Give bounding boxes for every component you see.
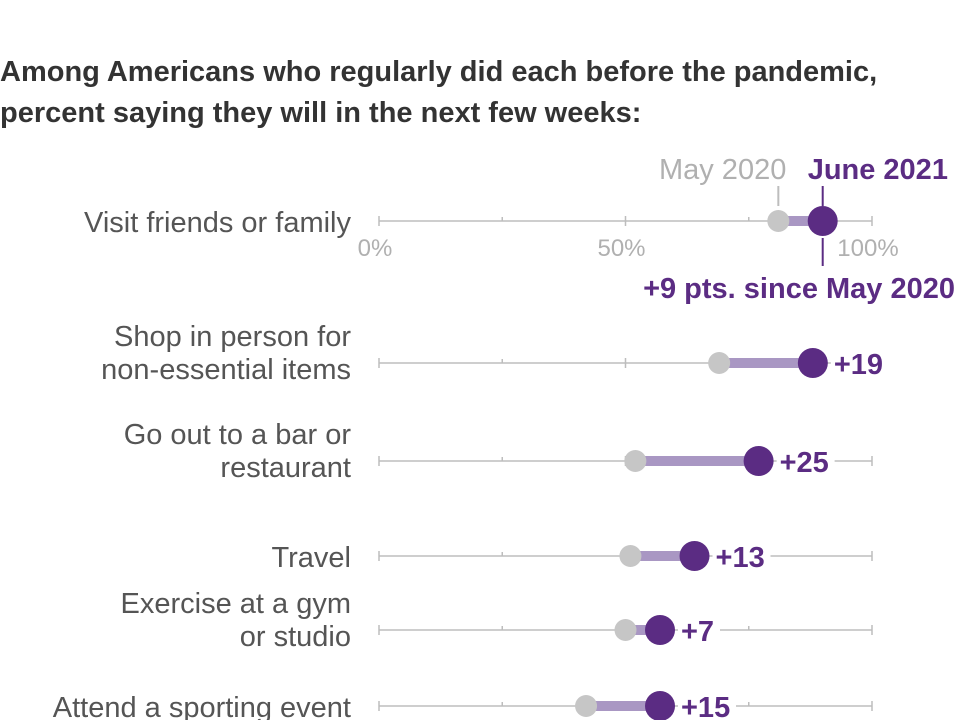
- category-label: Attend a sporting event: [53, 692, 351, 720]
- delta-label: +13: [716, 542, 765, 574]
- june-2021-dot: [743, 446, 774, 476]
- category-label: or studio: [240, 621, 351, 653]
- delta-label-bg: [678, 614, 721, 644]
- delta-label: +25: [780, 447, 829, 479]
- category-label: Go out to a bar or: [124, 419, 352, 451]
- delta-label-bg: [830, 347, 889, 377]
- category-label: Shop in person for: [114, 321, 351, 353]
- x-tick-label: 0%: [358, 235, 393, 262]
- delta-label: +19: [834, 349, 883, 381]
- june-2021-dot: [679, 541, 710, 571]
- delta-label-bg: [678, 690, 737, 720]
- may-2020-dot: [619, 545, 642, 567]
- delta-label: +9 pts. since May 2020: [643, 273, 955, 305]
- june-2021-dot: [645, 691, 676, 720]
- category-label: Travel: [272, 542, 352, 574]
- june-2021-dot: [797, 348, 828, 378]
- may-2020-dot: [708, 352, 731, 374]
- x-tick-label: 50%: [597, 235, 645, 262]
- x-tick-label: 100%: [837, 235, 898, 262]
- legend-june-2021: June 2021: [808, 154, 948, 186]
- chart-title-line: Among Americans who regularly did each b…: [0, 56, 877, 88]
- category-label: restaurant: [220, 452, 351, 484]
- delta-label: +15: [681, 692, 730, 720]
- june-2021-dot: [645, 615, 676, 645]
- may-2020-dot: [624, 450, 647, 472]
- may-2020-dot: [767, 210, 790, 232]
- legend-may-2020: May 2020: [659, 154, 786, 186]
- chart-title-line: percent saying they will in the next few…: [0, 97, 641, 129]
- may-2020-dot: [575, 695, 598, 717]
- delta-label-bg: [776, 445, 835, 475]
- category-label: Exercise at a gym: [121, 588, 351, 620]
- may-2020-dot: [614, 619, 637, 641]
- delta-label-bg: [712, 540, 771, 570]
- delta-label: +7: [681, 616, 714, 648]
- june-2021-dot: [807, 206, 838, 236]
- category-label: Visit friends or family: [84, 207, 351, 239]
- category-label: non-essential items: [101, 354, 351, 386]
